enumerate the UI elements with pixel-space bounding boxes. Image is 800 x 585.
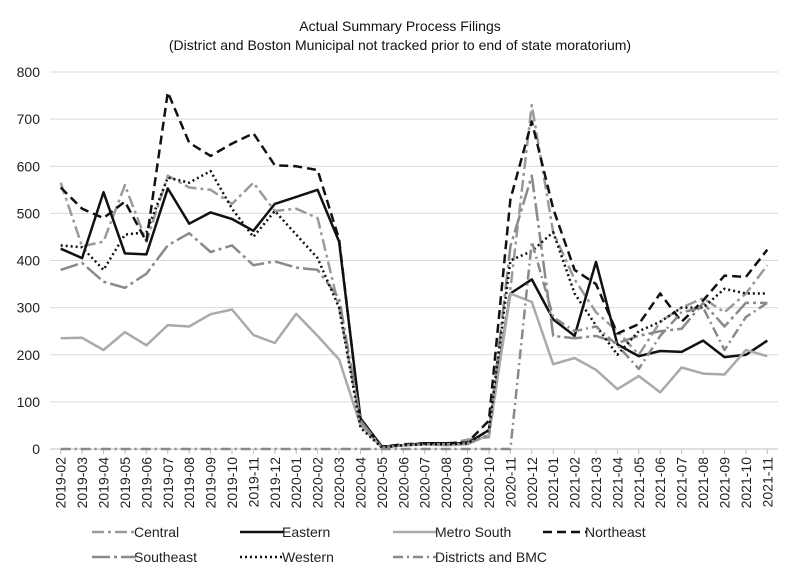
y-tick-label: 800 [17,64,41,80]
series-line-northeast [59,91,769,448]
legend: Central Eastern Metro South Northeast Southe… [92,524,646,565]
legend-label: Districts and BMC [435,549,547,565]
legend-label: Metro South [435,524,511,540]
y-tick-label: 500 [17,205,41,221]
series-line-districts-and-bmc [60,240,768,451]
x-tick-label: 2019-04 [96,457,112,509]
x-tick-label: 2020-01 [288,457,304,509]
legend-label: Western [282,549,334,565]
x-tick-label: 2021-04 [609,457,625,509]
x-tick-label: 2021-01 [545,457,561,509]
legend-label: Northeast [585,524,646,540]
chart-subtitle: (District and Boston Municipal not track… [169,37,631,53]
x-tick-label: 2019-11 [245,457,261,508]
y-tick-label: 400 [17,253,41,269]
x-tick-label: 2019-09 [203,457,219,509]
x-tick-label: 2019-12 [267,457,283,509]
x-tick-label: 2019-05 [117,457,133,509]
x-tick-label: 2021-03 [588,457,604,509]
x-tick-label: 2021-09 [716,457,732,509]
x-tick-label: 2020-04 [352,457,368,509]
x-tick-label: 2021-10 [738,457,754,509]
gridlines [50,71,778,450]
x-tick-label: 2020-11 [502,457,518,508]
x-tick-label: 2019-10 [224,457,240,509]
legend-label: Central [134,524,179,540]
y-tick-label: 600 [17,158,41,174]
x-tick-label: 2019-08 [181,457,197,509]
x-tick-label: 2021-05 [631,457,647,509]
x-tick-label: 2020-06 [395,457,411,509]
series-line-central [59,103,769,448]
x-tick-label: 2020-08 [438,457,454,509]
x-tick-label: 2019-03 [74,457,90,509]
x-tick-label: 2020-09 [460,457,476,509]
legend-label: Southeast [134,549,197,565]
series-line-eastern [60,187,768,448]
x-tick-label: 2021-08 [695,457,711,509]
series-line-western [60,169,768,449]
y-tick-label: 0 [32,441,40,457]
series-line-southeast [60,174,768,449]
series-lines [59,91,769,451]
x-tick-label: 2021-02 [567,457,583,509]
x-tick-label: 2020-05 [374,457,390,509]
legend-label: Eastern [282,524,330,540]
x-tick-label: 2020-12 [524,457,540,509]
x-tick-label: 2020-10 [481,457,497,509]
x-tick-label: 2021-07 [674,457,690,509]
x-tick-label: 2021-11 [759,457,775,508]
series-line-metro-south [60,292,768,449]
x-tick-label: 2020-03 [331,457,347,509]
x-axis: 2019-02 2019-03 2019-04 2019-05 2019-06 2019-… [53,449,775,509]
y-axis: 0 100 200 300 400 500 600 700 800 [17,64,41,457]
x-tick-label: 2020-02 [310,457,326,509]
y-tick-label: 700 [17,111,41,127]
y-tick-label: 100 [17,394,41,410]
y-tick-label: 300 [17,300,41,316]
x-tick-label: 2019-06 [138,457,154,509]
x-tick-label: 2019-02 [53,457,69,509]
x-tick-label: 2020-07 [417,457,433,509]
x-tick-label: 2021-06 [652,457,668,509]
chart-title: Actual Summary Process Filings [299,18,501,34]
y-tick-label: 200 [17,347,41,363]
x-tick-label: 2019-07 [160,457,176,509]
